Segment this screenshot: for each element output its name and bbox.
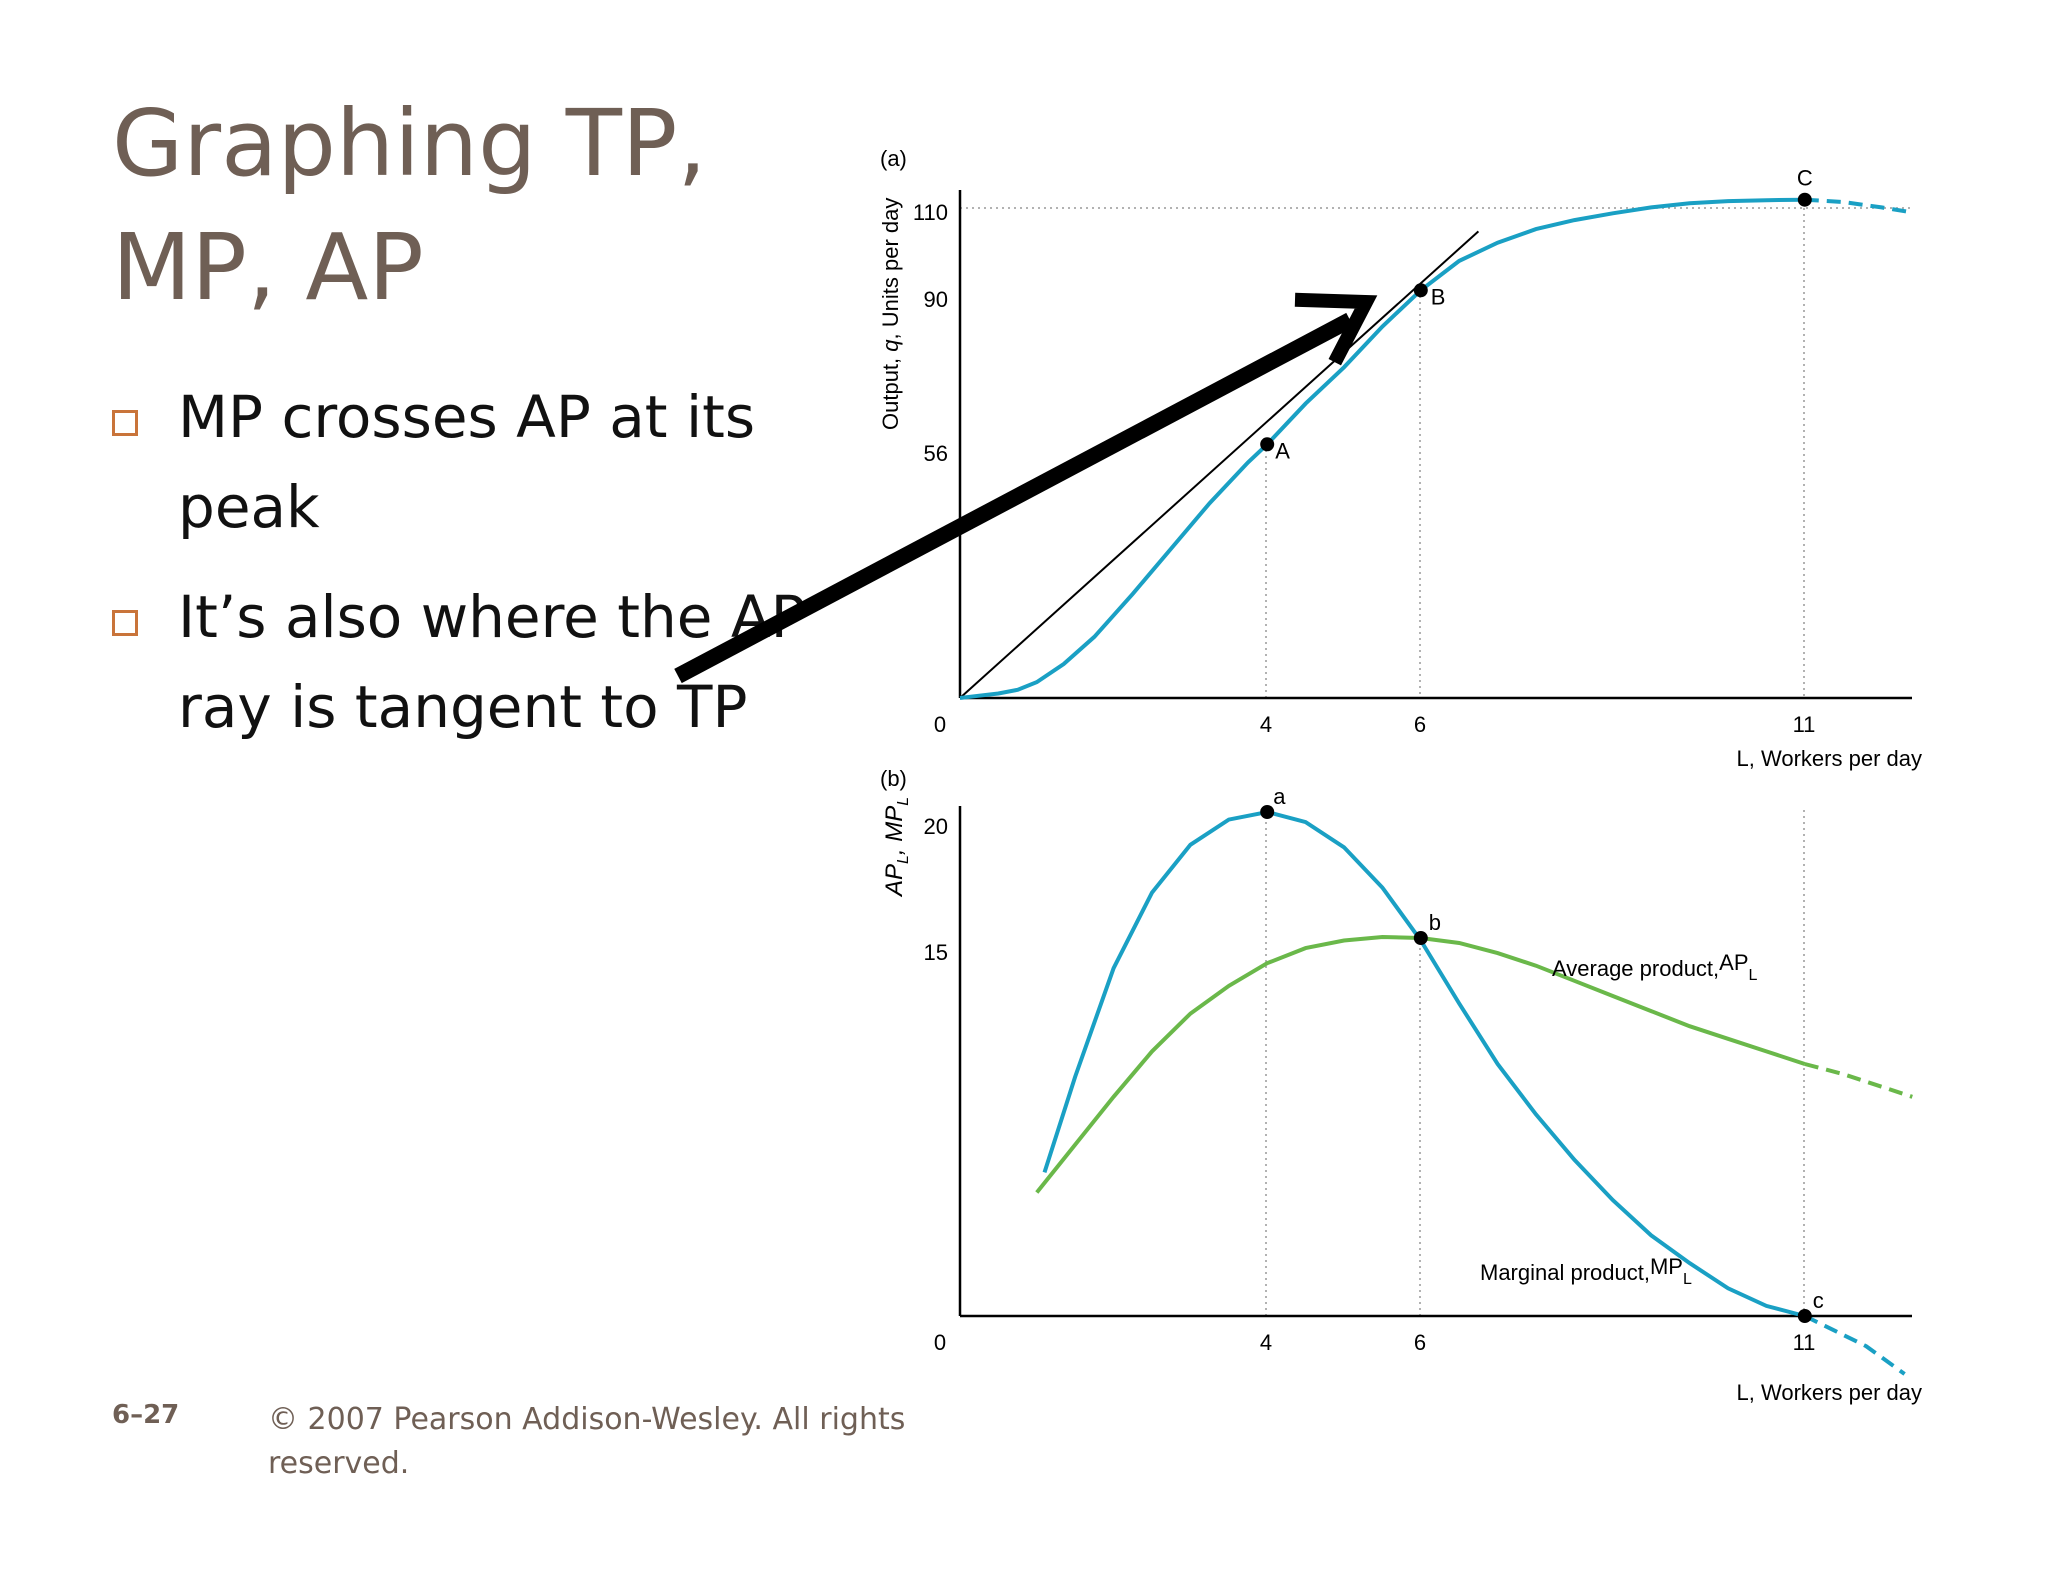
bullet-text: MP crosses AP at its peak [178, 383, 756, 541]
point-A-label: A [1275, 438, 1290, 463]
point-c-label: c [1813, 1288, 1824, 1313]
point-c [1797, 1309, 1812, 1323]
point-C [1797, 192, 1812, 207]
point-B [1413, 283, 1428, 298]
panel-b-x-tick-11: 11 [1793, 1330, 1816, 1355]
ap-ray-line [959, 230, 1480, 699]
panel-a-y-tick-110: 110 [913, 200, 948, 225]
panel-b-y-axis-label: APL, MPL [881, 797, 912, 898]
slide-title: Graphing TP, MP, AP [112, 82, 832, 330]
title-line-1: Graphing TP, [112, 90, 707, 197]
bullet-item: MP crosses AP at its peak [112, 372, 832, 552]
mp-curve-label: Marginal product,MPL [1480, 1254, 1692, 1288]
panel-a-x-axis-label: L, Workers per day [1737, 746, 1922, 771]
panel-b-x-tick-0: 0 [934, 1330, 946, 1355]
panel-b-y-tick-20: 20 [924, 814, 948, 839]
bullet-item: It’s also where the AP ray is tangent to… [112, 572, 832, 752]
panel-b-x-tick-4: 4 [1260, 1330, 1272, 1355]
point-C-label: C [1797, 166, 1813, 191]
panel-a-x-tick-6: 6 [1414, 712, 1426, 737]
bullet-text: It’s also where the AP ray is tangent to… [178, 583, 806, 741]
panel-b-label: (b) [880, 766, 907, 791]
marginal-product-curve [1042, 809, 1806, 1318]
panel-a: (a) Output, q, Units per day 0 4 6 11 56… [878, 146, 1922, 771]
panel-a-x-tick-0: 0 [934, 712, 946, 737]
title-line-2: MP, AP [112, 214, 424, 321]
panel-b-x-axis-label: L, Workers per day [1737, 1380, 1922, 1405]
panel-a-y-tick-90: 90 [924, 287, 948, 312]
annotation-arrow-head [1294, 292, 1378, 366]
panel-a-x-tick-11: 11 [1793, 712, 1816, 737]
total-product-curve [959, 197, 1805, 700]
panel-b-x-tick-6: 6 [1414, 1330, 1426, 1355]
point-A [1260, 437, 1275, 452]
total-product-curve-dashed [1804, 197, 1913, 215]
panel-a-x-tick-4: 4 [1260, 712, 1272, 737]
point-a [1260, 805, 1275, 819]
panel-a-y-tick-56: 56 [924, 441, 948, 466]
copyright-notice: © 2007 Pearson Addison-Wesley. All right… [268, 1402, 906, 1481]
annotation-arrow-shaft [674, 312, 1354, 684]
average-product-curve-dashed [1804, 1062, 1913, 1099]
bullet-box-icon [112, 410, 138, 436]
panel-b-y-tick-15: 15 [924, 940, 948, 965]
point-a-label: a [1273, 784, 1286, 809]
bullet-list: MP crosses AP at its peak It’s also wher… [112, 372, 832, 772]
marginal-product-curve-dashed [1803, 1314, 1906, 1376]
annotation-arrow [674, 292, 1378, 684]
point-B-label: B [1431, 284, 1446, 309]
panel-a-y-axis-label: Output, q, Units per day [878, 198, 903, 430]
panel-b: (b) APL, MPL 0 4 6 11 15 20 L, Workers p… [880, 766, 1922, 1405]
bullet-box-icon [112, 610, 138, 636]
panel-a-label: (a) [880, 146, 907, 171]
slide-number: 6–27 [112, 1400, 180, 1430]
ap-curve-label: Average product,APL [1552, 950, 1758, 984]
point-b [1413, 931, 1428, 945]
point-b-label: b [1429, 910, 1441, 935]
